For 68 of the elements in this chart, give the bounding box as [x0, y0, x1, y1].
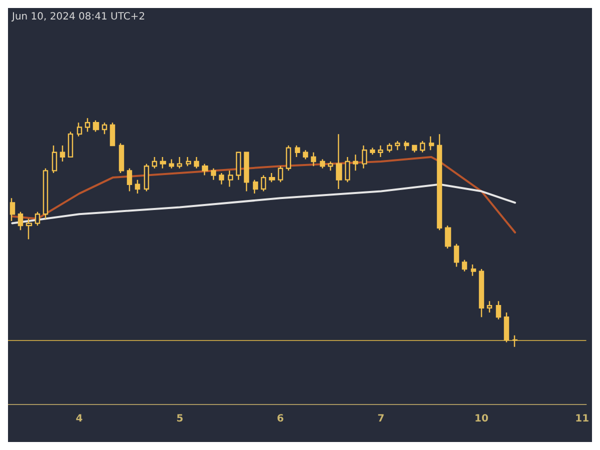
candlestick: [412, 144, 418, 153]
candlestick: [76, 122, 82, 137]
candlestick: [194, 156, 200, 169]
candlestick: [352, 154, 358, 172]
candlestick: [420, 140, 426, 153]
candlestick: [394, 140, 400, 151]
candlestick: [404, 140, 410, 151]
candlestick: [118, 142, 124, 174]
candlestick: [504, 312, 510, 343]
candlestick: [210, 168, 216, 180]
candlestick: [386, 142, 392, 153]
candlestick: [84, 117, 90, 132]
candlestick: [454, 243, 460, 268]
candlestick: [18, 211, 24, 231]
candlestick: [144, 163, 150, 192]
candlestick: [92, 120, 100, 132]
candlestick: [470, 264, 476, 276]
candlestick: [186, 156, 192, 167]
candlestick: [344, 156, 350, 183]
candlestick: [286, 144, 292, 172]
candlestick: [176, 156, 182, 169]
candlestick: [42, 168, 48, 220]
candlestick: [320, 158, 326, 169]
candlestick: [102, 122, 108, 135]
candlestick: [160, 156, 166, 169]
candlestick: [252, 179, 258, 194]
candlestick: [512, 334, 518, 348]
candlestick: [260, 174, 266, 192]
candlestick: [278, 166, 284, 183]
candlestick: [294, 144, 300, 158]
candlestick: [218, 172, 224, 185]
candlestick: [60, 144, 66, 162]
candlestick: [34, 211, 40, 226]
candlestick: [126, 168, 132, 192]
x-tick-label: 5: [176, 414, 184, 424]
candlestick: [134, 179, 140, 194]
candlestick: [328, 160, 334, 172]
candlestick: [10, 198, 16, 222]
candlestick: [268, 172, 276, 183]
x-tick-label: 4: [76, 414, 83, 424]
candlestick: [462, 259, 468, 272]
candlestick: [378, 144, 384, 158]
text: Jun 10, 2024 08:41 UTC+2: [11, 12, 146, 22]
candlestick: [362, 144, 368, 169]
candlestick: [478, 268, 484, 318]
candlestick: [336, 133, 342, 190]
candlestick: [244, 152, 250, 192]
candlestick: [444, 224, 452, 250]
candlestick: [310, 152, 316, 167]
x-tick-label: 10: [474, 414, 489, 424]
candlestick: [202, 163, 208, 176]
x-tick-label: 11: [575, 414, 590, 424]
x-tick-label: 7: [377, 414, 384, 424]
x-tick-label: 6: [276, 414, 284, 424]
candlestick: [486, 300, 492, 314]
candlestick: [428, 136, 434, 151]
candlestick: [52, 144, 58, 174]
candlestick: [110, 122, 116, 146]
candlestick: [68, 131, 74, 158]
candlestick: [302, 149, 308, 160]
candlestick: [168, 158, 174, 169]
candlestick: [228, 170, 234, 188]
candlestick: [152, 156, 158, 169]
candlestick: [26, 218, 32, 240]
candlestick: [436, 133, 442, 231]
candlestick: [496, 300, 502, 320]
candlestick: [370, 147, 376, 156]
candlestick: [236, 152, 242, 180]
